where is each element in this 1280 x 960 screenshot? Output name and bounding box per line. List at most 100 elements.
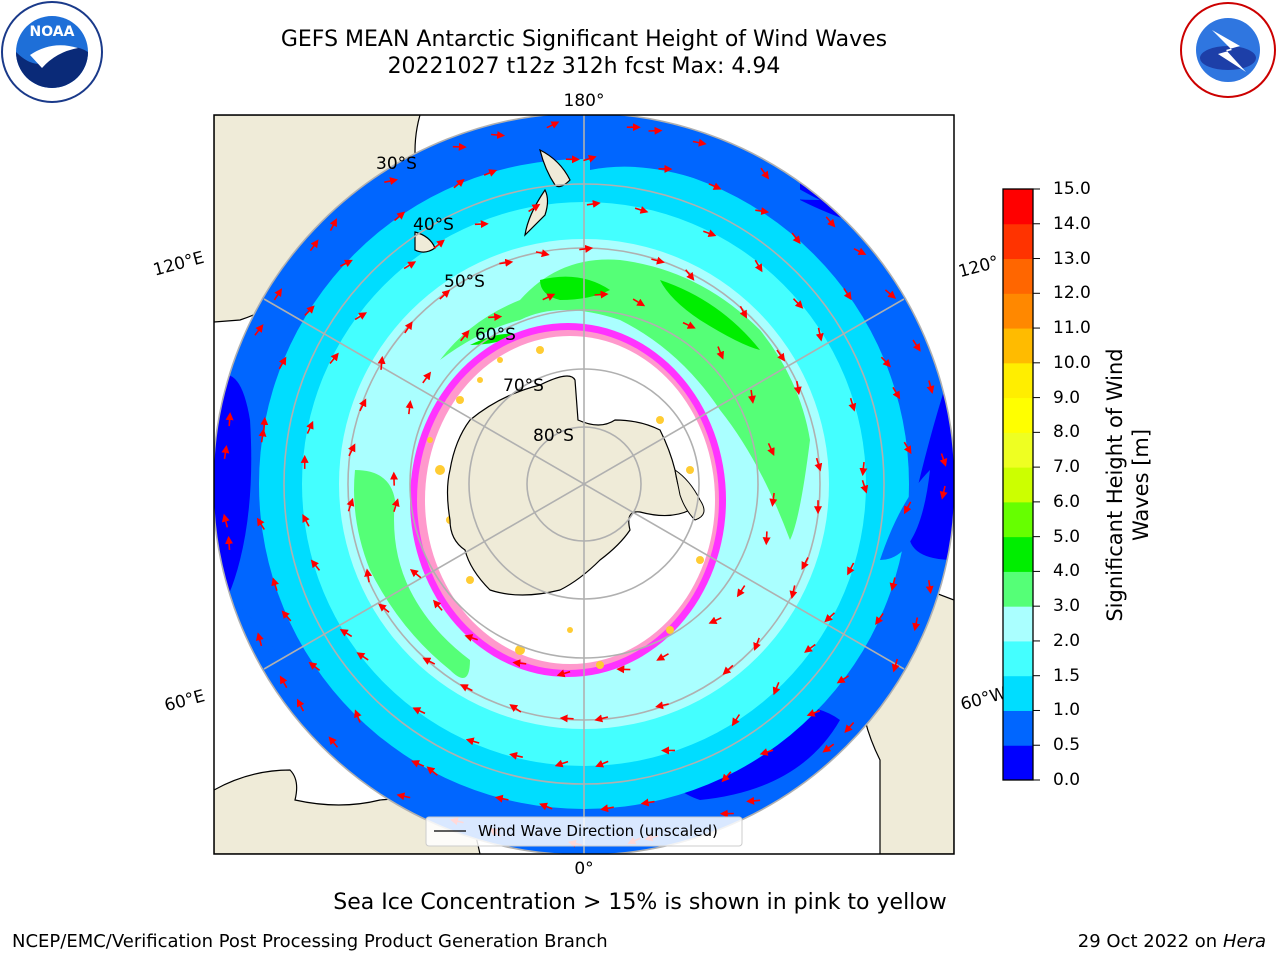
colorbar-tick-label: 11.0: [1053, 318, 1091, 339]
wind-wave-arrow: [258, 428, 267, 443]
wind-wave-arrow: [594, 290, 609, 299]
wind-wave-arrow: [716, 346, 724, 360]
wind-wave-arrow: [739, 305, 747, 319]
wind-wave-arrow: [306, 420, 314, 434]
wind-wave-arrow: [279, 675, 288, 689]
colorbar-tick-label: 4.0: [1053, 561, 1081, 582]
wind-wave-arrow: [767, 442, 775, 457]
lat-label-80s: 80°S: [533, 426, 574, 446]
wind-wave-arrows: [221, 121, 948, 848]
wind-wave-arrow: [708, 616, 722, 624]
wind-wave-legend: Wind Wave Direction (unscaled): [425, 816, 743, 847]
wind-wave-arrow: [925, 580, 934, 595]
wind-wave-arrow: [789, 585, 798, 600]
wind-wave-arrow: [804, 643, 816, 653]
wind-wave-arrow: [384, 177, 399, 185]
wind-wave-arrow: [884, 289, 897, 299]
wind-wave-arrow: [528, 203, 541, 213]
wind-wave-arrow: [904, 501, 912, 515]
wind-wave-arrow: [309, 239, 319, 252]
lat-label-50s: 50°S: [444, 272, 485, 292]
wind-wave-arrow: [278, 356, 287, 370]
colorbar-tick-label: 13.0: [1053, 248, 1091, 269]
colorbar-bin: [1003, 328, 1033, 364]
colorbar-tick-label: 10.0: [1053, 352, 1091, 373]
wind-wave-arrow: [225, 535, 234, 550]
footer-machine: Hera: [1222, 931, 1266, 952]
lat-label-60s: 60°S: [475, 325, 516, 345]
wind-wave-arrow: [655, 701, 669, 710]
wind-wave-arrow: [302, 513, 310, 527]
wind-wave-arrow: [488, 313, 503, 322]
wind-wave-arrow: [405, 400, 414, 415]
map-area: Wind Wave Direction (unscaled): [214, 115, 954, 854]
wind-wave-arrow: [396, 792, 411, 801]
lon-label-180: 180°: [564, 91, 605, 111]
wind-wave-arrow: [594, 714, 609, 723]
wind-wave-arrow: [377, 355, 386, 370]
colorbar-tick-label: 1.5: [1053, 665, 1081, 686]
lon-label-60e: 60°E: [162, 686, 207, 716]
wind-wave-arrow: [731, 714, 741, 727]
colorbar-tick-label: 8.0: [1053, 422, 1081, 443]
wind-wave-arrow: [747, 389, 756, 404]
lon-label-60w: 60°W: [958, 683, 1009, 715]
wind-wave-arrow: [859, 462, 868, 477]
wind-wave-arrow: [512, 659, 527, 668]
wind-wave-arrow: [535, 249, 550, 258]
colorbar-bin: [1003, 501, 1033, 538]
graticule: [214, 115, 954, 854]
wind-wave-arrow: [746, 796, 761, 805]
wind-wave-arrow: [403, 261, 417, 270]
wind-wave-arrow: [889, 577, 898, 592]
colorbar-tick-label: 7.0: [1053, 457, 1081, 478]
wind-wave-arrow: [844, 721, 855, 734]
wind-wave-arrow: [542, 293, 556, 301]
wind-wave-arrow: [554, 759, 569, 768]
wind-wave-arrow: [359, 398, 367, 412]
colorbar-tick-label: 6.0: [1053, 491, 1081, 512]
wind-wave-arrow: [426, 766, 438, 776]
wind-wave-arrow: [926, 380, 935, 394]
colorbar-label: Significant Height of Wind Waves [m]: [1102, 348, 1154, 621]
wind-wave-arrow: [634, 206, 649, 214]
wind-wave-arrow: [254, 324, 264, 336]
wind-wave-arrow: [453, 178, 465, 189]
colorbar-bin: [1003, 675, 1033, 711]
colorbar-bin: [1003, 432, 1033, 468]
colorbar-tick-label: 1.0: [1053, 700, 1081, 721]
wind-wave-arrow: [806, 709, 821, 717]
latitude-labels: 30°S 40°S 50°S 60°S 70°S 80°S: [376, 154, 574, 446]
wind-wave-arrow: [509, 704, 522, 713]
legend-label: Wind Wave Direction (unscaled): [478, 822, 718, 840]
wind-wave-arrow: [483, 169, 498, 177]
wind-wave-arrow: [892, 386, 901, 400]
wind-wave-arrow: [824, 612, 836, 623]
wind-wave-arrow: [281, 610, 292, 622]
lat-label-40s: 40°S: [413, 215, 454, 235]
colorbar-bin: [1003, 223, 1033, 260]
figure-title-line1: GEFS MEAN Antarctic Significant Height o…: [280, 27, 888, 52]
wind-wave-arrow: [753, 637, 761, 651]
colorbar-bin: [1003, 293, 1033, 329]
wind-wave-arrow: [586, 199, 601, 208]
wind-wave-arrow: [791, 232, 801, 245]
wind-wave-arrow: [836, 675, 850, 684]
colorbar-label-line1: Significant Height of Wind: [1103, 348, 1127, 622]
wind-wave-arrow: [328, 736, 339, 748]
colorbar: [1003, 188, 1040, 781]
wind-wave-arrow: [354, 312, 368, 321]
sea-ice-yellow-speckles: [427, 346, 704, 669]
wind-wave-arrow: [409, 569, 422, 579]
wind-wave-arrow: [640, 798, 655, 807]
wind-wave-arrow: [736, 585, 746, 598]
colorbar-tick-label: 14.0: [1053, 213, 1091, 234]
colorbar-label-line2: Waves [m]: [1129, 428, 1153, 542]
wind-wave-arrow: [310, 559, 321, 571]
wind-wave-arrow: [339, 628, 353, 638]
noaa-logo-text: NOAA: [30, 24, 75, 40]
colorbar-tick-label: 5.0: [1053, 526, 1081, 547]
wind-wave-arrow: [760, 167, 770, 180]
wind-wave-arrow: [891, 658, 900, 673]
wind-wave-arrow: [433, 599, 443, 611]
